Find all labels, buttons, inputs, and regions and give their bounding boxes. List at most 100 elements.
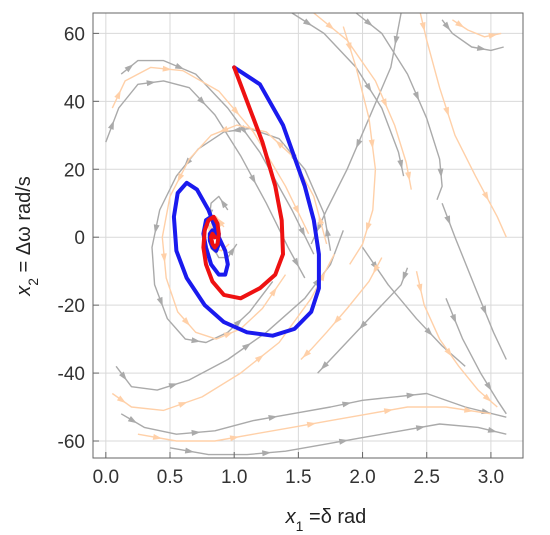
streamline-arrow [380, 98, 387, 108]
streamline-arrow [488, 32, 498, 39]
x-tick-label: 2.5 [414, 467, 440, 488]
y-tick-label: -60 [58, 432, 85, 453]
streamline-arrow [231, 126, 242, 133]
streamline-arrow [116, 395, 126, 404]
y-axis-var: x [13, 285, 35, 297]
streamline [441, 202, 507, 360]
streamline-arrow [184, 447, 195, 454]
streamline-arrow [197, 96, 206, 105]
streamline-arrow [146, 80, 156, 87]
streamline-arrow [444, 347, 453, 357]
streamline-arrow [366, 222, 372, 232]
y-tick-label: 0 [74, 228, 85, 249]
y-tick-label: -20 [58, 296, 85, 317]
streamline [120, 392, 507, 435]
streamline-arrow [160, 253, 167, 263]
x-tick-label: 3.0 [478, 467, 504, 488]
streamline-arrow [402, 271, 409, 281]
streamline-arrow [383, 408, 394, 415]
streamline-arrow [464, 406, 474, 413]
streamline-arrow [127, 416, 138, 424]
grid-lines [93, 13, 523, 458]
streamline-arrow [306, 421, 317, 428]
streamline-arrow [364, 18, 373, 27]
trajectory-line-2 [201, 65, 285, 301]
x-tick-label: 2.0 [349, 467, 375, 488]
streamline-arrow [231, 106, 240, 116]
streamline-arrow [397, 159, 404, 170]
streamline-arrow [481, 191, 489, 201]
y-axis-sub: 2 [25, 278, 41, 286]
y-axis-rest: = Δω rad/s [13, 176, 35, 278]
x-axis-sub: 1 [296, 518, 304, 534]
streamline-arrow [248, 174, 256, 184]
streamline-arrow [406, 392, 416, 399]
streamline-arrow [268, 415, 278, 421]
streamline-arrow [484, 381, 492, 391]
streamline-arrow [303, 18, 313, 26]
x-tick-labels: 0.0 0.5 1.0 1.5 2.0 2.5 3.0 [93, 467, 504, 488]
x-tick-label: 1.5 [285, 467, 311, 488]
streamline-arrow [178, 402, 188, 408]
streamline-arrow [223, 332, 233, 339]
streamline-arrow [298, 227, 306, 237]
streamline-arrow [424, 327, 433, 336]
streamline-arrow [291, 257, 299, 268]
streamline-arrow [302, 349, 311, 358]
streamline-arrow [415, 425, 426, 432]
y-tick-label: 40 [64, 92, 85, 113]
y-tick-label: 20 [64, 160, 85, 181]
streamline-arrow [320, 361, 329, 370]
streamline-arrow [275, 140, 285, 149]
streamline [291, 12, 405, 177]
x-tick-label: 0.0 [93, 467, 119, 488]
streamline-arrow [412, 91, 420, 101]
streamline-arrow [168, 383, 178, 389]
y-axis-title: x2 = Δω rad/s [13, 176, 41, 297]
streamline-arrow [181, 317, 190, 326]
streamline [342, 26, 377, 265]
streamline-arrow [174, 63, 185, 70]
streamline [419, 12, 507, 238]
streamline-arrow [333, 315, 342, 325]
streamline [415, 271, 498, 408]
streamline-arrow [442, 21, 451, 31]
streamline [310, 12, 402, 245]
streamline [120, 59, 315, 255]
streamline [111, 253, 335, 412]
axis-ticks [93, 32, 492, 458]
streamline-arrow [292, 205, 300, 215]
streamline-arrow [342, 401, 352, 408]
x-axis-title: x1 =δ rad [285, 506, 367, 534]
streamline-arrow [437, 168, 444, 178]
streamline [151, 127, 332, 344]
y-tick-label: -40 [58, 364, 85, 385]
streamline-arrow [162, 65, 172, 72]
streamline-arrow [450, 313, 457, 324]
plot-frame [92, 12, 524, 459]
streamline-arrow [318, 215, 325, 225]
streamline-arrow [227, 246, 235, 256]
streamline-arrow [219, 125, 229, 132]
streamline [445, 298, 507, 415]
streamline [169, 423, 507, 456]
streamline-arrow [262, 450, 272, 457]
streamline [111, 66, 310, 235]
streamline-arrow [368, 139, 375, 149]
streamline-arrow [153, 224, 160, 234]
streamline-arrow [487, 427, 498, 433]
x-axis-var: x [285, 506, 297, 528]
streamline-arrow [338, 438, 349, 445]
streamline-arrow [152, 434, 163, 440]
streamline-arrow [229, 435, 240, 442]
streamline-arrow [119, 371, 127, 381]
streamline-arrow [476, 45, 487, 51]
streamline-arrow [364, 82, 372, 92]
streamline-arrow [480, 305, 487, 315]
streamline-arrow [419, 22, 426, 32]
streamline-arrow [455, 20, 465, 28]
streamline-arrow [233, 318, 243, 327]
streamline-arrow [191, 429, 201, 436]
streamline-arrow [217, 217, 225, 227]
streamline-arrow [114, 90, 121, 100]
